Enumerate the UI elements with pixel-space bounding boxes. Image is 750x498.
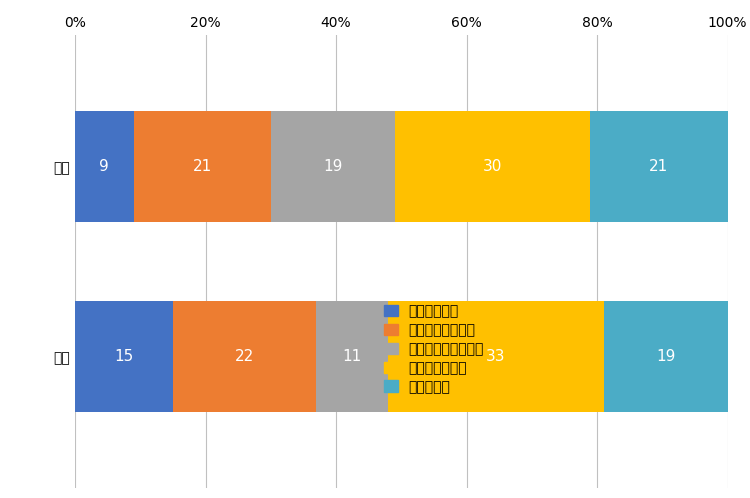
Bar bbox=[590, 111, 728, 222]
Bar bbox=[75, 111, 134, 222]
Text: 15: 15 bbox=[114, 349, 134, 364]
Text: 22: 22 bbox=[235, 349, 254, 364]
Text: 21: 21 bbox=[193, 159, 211, 174]
Bar bbox=[388, 301, 604, 412]
Text: 19: 19 bbox=[323, 159, 343, 174]
Text: 9: 9 bbox=[100, 159, 109, 174]
Bar bbox=[316, 301, 388, 412]
Bar bbox=[172, 301, 316, 412]
Bar bbox=[604, 301, 728, 412]
Bar bbox=[271, 111, 394, 222]
Text: 19: 19 bbox=[656, 349, 675, 364]
Text: 30: 30 bbox=[483, 159, 502, 174]
Text: 33: 33 bbox=[486, 349, 506, 364]
Bar bbox=[394, 111, 590, 222]
Bar bbox=[134, 111, 271, 222]
Text: 11: 11 bbox=[343, 349, 362, 364]
Text: 21: 21 bbox=[650, 159, 668, 174]
Bar bbox=[75, 301, 172, 412]
Legend: 楽観している, やや楽観している, どちらともいえない, やや不安である, 不安である: 楽観している, やや楽観している, どちらともいえない, やや不安である, 不安… bbox=[378, 299, 490, 399]
